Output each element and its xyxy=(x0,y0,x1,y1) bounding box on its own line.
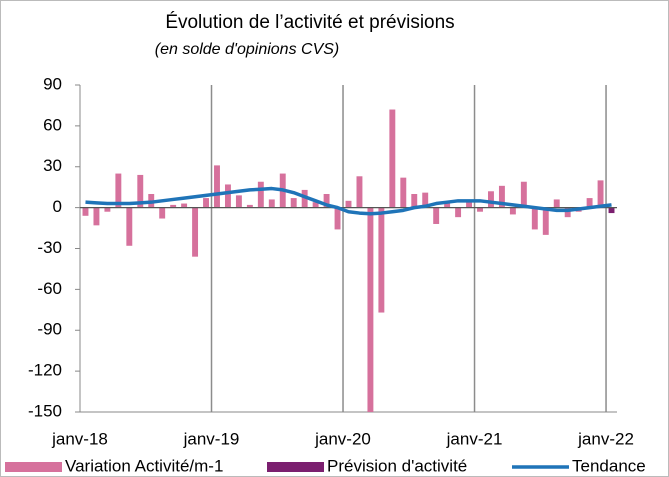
bar xyxy=(553,199,560,208)
bar xyxy=(115,173,122,208)
bar xyxy=(290,198,297,208)
bar xyxy=(444,202,451,208)
bar xyxy=(159,207,166,219)
y-tick-label: 60 xyxy=(43,115,62,134)
y-tick-label: -150 xyxy=(28,401,62,420)
bar xyxy=(542,207,549,235)
bar xyxy=(477,207,483,212)
x-tick-label: janv-22 xyxy=(577,429,634,448)
bar xyxy=(367,207,374,412)
bar xyxy=(181,203,188,208)
x-tick-label: janv-21 xyxy=(446,429,503,448)
x-tick-label: janv-18 xyxy=(51,429,108,448)
bar xyxy=(93,207,100,226)
bar xyxy=(509,207,516,215)
bar xyxy=(597,180,604,208)
bar xyxy=(104,207,111,212)
bar xyxy=(345,200,352,208)
bar xyxy=(312,202,319,208)
bar xyxy=(378,207,385,313)
bar xyxy=(257,181,264,208)
trend-line xyxy=(85,186,612,216)
y-tick-label: 30 xyxy=(43,156,62,175)
bar xyxy=(498,185,505,208)
y-tick-label: -120 xyxy=(28,361,62,380)
y-tick-label: 90 xyxy=(43,74,62,93)
bar xyxy=(488,191,494,208)
bar xyxy=(170,204,177,208)
x-tick-label: janv-20 xyxy=(314,429,371,448)
bar xyxy=(466,202,473,208)
bar xyxy=(564,207,571,218)
bar xyxy=(334,207,341,230)
bar xyxy=(422,192,429,208)
bar xyxy=(82,207,89,216)
bar xyxy=(586,198,593,208)
bar xyxy=(235,195,242,208)
legend-swatch xyxy=(5,462,62,472)
legend-label: Variation Activité/m-1 xyxy=(65,456,223,475)
bar xyxy=(246,204,253,208)
bar xyxy=(433,207,440,224)
bar xyxy=(389,109,396,208)
bar xyxy=(192,207,199,257)
x-tick-label: janv-19 xyxy=(183,429,240,448)
bar xyxy=(126,207,133,246)
y-tick-label: 0 xyxy=(53,197,62,216)
bar xyxy=(203,198,209,208)
y-tick-label: -60 xyxy=(37,279,62,298)
bar xyxy=(608,207,615,214)
bar xyxy=(323,194,330,208)
y-tick-label: -90 xyxy=(37,320,62,339)
legend-label: Prévision d'activité xyxy=(327,456,467,475)
y-tick-label: -30 xyxy=(37,238,62,257)
bar xyxy=(400,177,407,208)
bar xyxy=(214,165,220,208)
bar xyxy=(411,194,418,208)
bar xyxy=(301,189,308,208)
legend-swatch xyxy=(267,462,324,472)
legend-label: Tendance xyxy=(572,456,646,475)
chart-title: Évolution de l’activité et prévisions xyxy=(165,12,454,33)
bar xyxy=(224,184,231,208)
bar xyxy=(455,207,462,218)
bar xyxy=(520,181,527,208)
bar xyxy=(531,207,538,230)
bar xyxy=(137,174,144,208)
bar xyxy=(356,176,363,208)
bar xyxy=(268,199,275,208)
chart-subtitle: (en solde d'opinions CVS) xyxy=(155,41,340,58)
